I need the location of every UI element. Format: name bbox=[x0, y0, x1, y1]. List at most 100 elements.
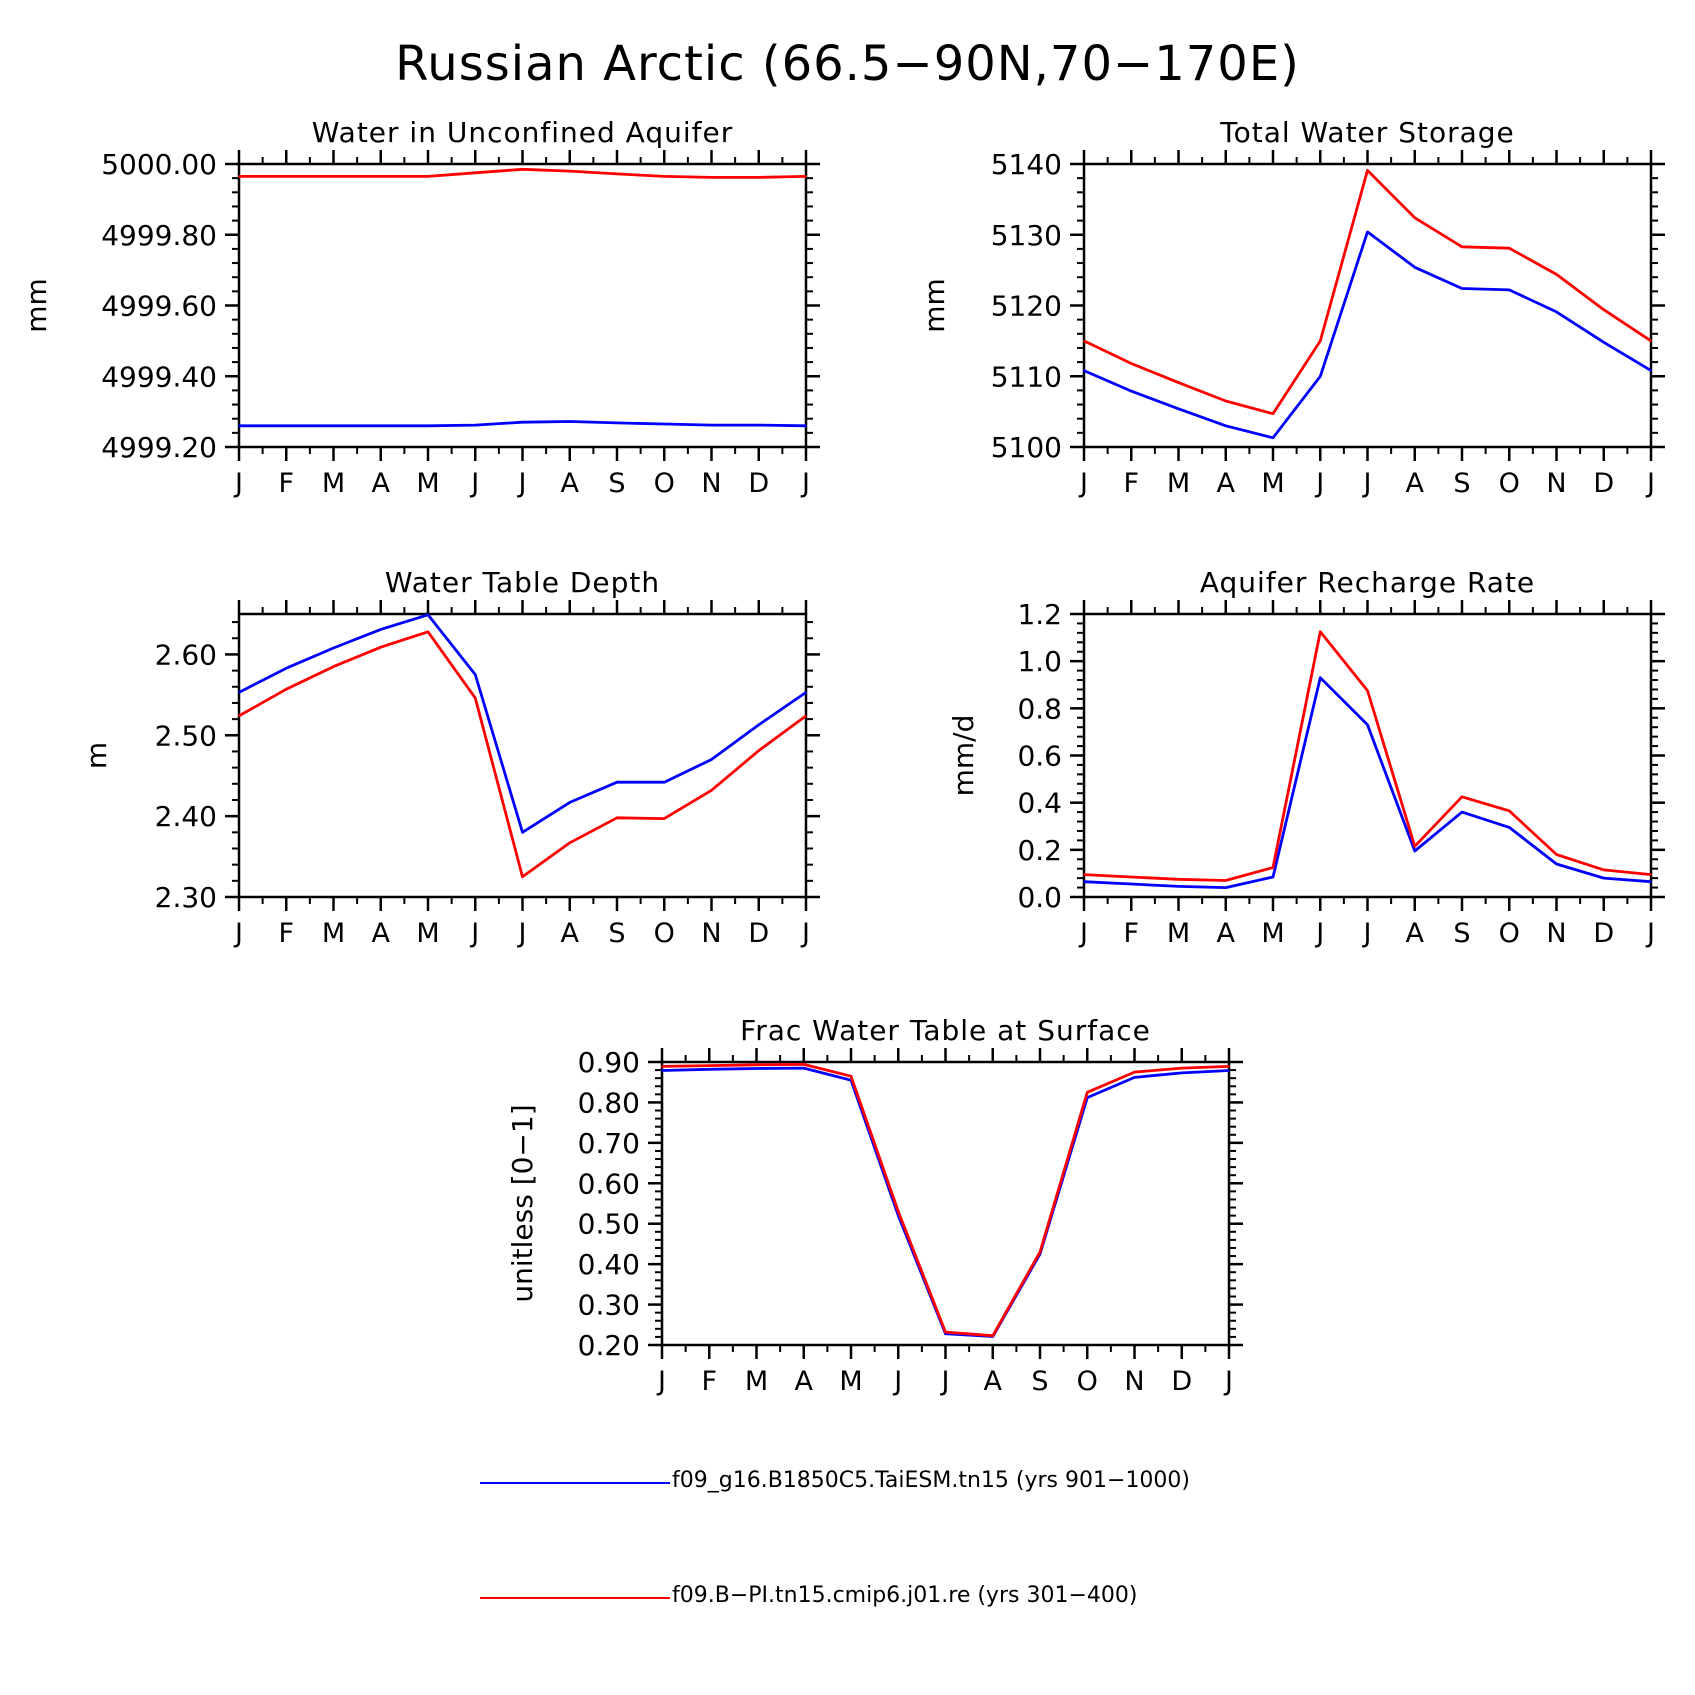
data-point-series-1 bbox=[1224, 424, 1227, 427]
data-point-series-2 bbox=[1650, 340, 1652, 342]
data-point-series-1 bbox=[285, 424, 288, 427]
x-tick-label: A bbox=[1217, 918, 1236, 949]
data-point-series-1 bbox=[661, 1069, 663, 1072]
data-point-series-1 bbox=[1228, 1069, 1230, 1072]
data-point-series-1 bbox=[1133, 1076, 1136, 1079]
x-tick-label: O bbox=[1499, 918, 1520, 949]
data-point-series-1 bbox=[427, 424, 429, 427]
data-point-series-1 bbox=[802, 1067, 805, 1069]
data-point-series-1 bbox=[1366, 724, 1369, 726]
y-tick-label: 0.20 bbox=[578, 1329, 640, 1362]
x-tick-label: J bbox=[892, 1366, 902, 1397]
data-point-series-1 bbox=[1130, 883, 1133, 885]
data-point-series-2 bbox=[757, 176, 760, 179]
data-point-series-1 bbox=[757, 424, 760, 426]
x-tick-label: N bbox=[1546, 468, 1566, 499]
x-tick-label: A bbox=[984, 1366, 1003, 1397]
data-point-series-1 bbox=[521, 831, 524, 834]
data-point-series-2 bbox=[616, 173, 618, 175]
series-line-2 bbox=[239, 167, 807, 179]
x-tick-label: O bbox=[1077, 1366, 1098, 1397]
data-point-series-2 bbox=[568, 170, 571, 172]
data-point-series-1 bbox=[332, 647, 335, 649]
x-tick-label: A bbox=[561, 918, 580, 949]
x-tick-label: N bbox=[701, 468, 721, 499]
chart-panel-5: J F M A M J J A S O N D J0.200.300.400.500.600.700.8… bbox=[506, 1014, 1243, 1397]
data-point-series-2 bbox=[991, 1334, 994, 1337]
data-point-series-2 bbox=[710, 176, 713, 179]
x-tick-label: J bbox=[1078, 918, 1088, 949]
data-point-series-1 bbox=[1413, 850, 1416, 852]
y-tick-label: 4999.20 bbox=[101, 431, 217, 464]
data-point-series-2 bbox=[1413, 216, 1416, 219]
data-point-series-1 bbox=[710, 424, 713, 426]
series-line-2 bbox=[1083, 168, 1652, 416]
x-tick-label: J bbox=[1314, 918, 1324, 949]
x-tick-label: D bbox=[748, 468, 769, 499]
data-point-series-1 bbox=[1083, 369, 1085, 372]
data-point-series-2 bbox=[802, 1063, 805, 1066]
y-tick-label: 2.40 bbox=[155, 800, 217, 833]
plot-frame bbox=[237, 162, 808, 449]
x-tick-label: O bbox=[1499, 468, 1520, 499]
x-tick-label: A bbox=[372, 918, 391, 949]
y-tick-label: 5000.00 bbox=[101, 148, 217, 181]
data-point-series-2 bbox=[1039, 1251, 1041, 1253]
y-tick-label: 2.30 bbox=[155, 881, 217, 914]
data-point-series-2 bbox=[897, 1210, 900, 1213]
data-point-series-1 bbox=[805, 691, 807, 694]
y-axis-label: mm bbox=[20, 278, 53, 333]
x-tick-label: A bbox=[1217, 468, 1236, 499]
x-tick-label: M bbox=[416, 918, 439, 949]
data-point-series-1 bbox=[1130, 390, 1133, 392]
panel-title: Total Water Storage bbox=[1219, 116, 1515, 149]
x-tick-label: F bbox=[278, 918, 294, 949]
data-point-series-1 bbox=[1413, 266, 1416, 269]
data-point-series-2 bbox=[332, 665, 335, 668]
data-point-series-2 bbox=[1650, 873, 1652, 876]
data-point-series-1 bbox=[238, 424, 240, 427]
data-point-series-2 bbox=[616, 816, 618, 819]
data-point-series-1 bbox=[1180, 1072, 1183, 1074]
data-point-series-1 bbox=[474, 424, 477, 426]
data-point-series-2 bbox=[1508, 810, 1511, 812]
legend-label-1: f09_g16.B1850C5.TaiESM.tn15 (yrs 901−100… bbox=[672, 1468, 1191, 1493]
data-point-series-2 bbox=[1319, 630, 1322, 633]
x-tick-label: J bbox=[517, 918, 527, 949]
data-point-series-1 bbox=[710, 758, 713, 761]
y-tick-label: 5110 bbox=[991, 360, 1062, 393]
x-tick-label: D bbox=[748, 918, 769, 949]
x-tick-label: N bbox=[1546, 918, 1566, 949]
plot-frame bbox=[660, 1060, 1231, 1347]
y-tick-label: 0.30 bbox=[578, 1289, 640, 1322]
data-point-series-1 bbox=[1555, 311, 1558, 313]
legend-line-2 bbox=[480, 1597, 670, 1599]
x-tick-label: S bbox=[608, 468, 625, 499]
y-tick-label: 0.60 bbox=[578, 1167, 640, 1200]
data-point-series-2 bbox=[474, 697, 477, 699]
x-tick-label: J bbox=[469, 468, 479, 499]
data-point-series-2 bbox=[1461, 245, 1463, 248]
data-point-series-2 bbox=[1083, 340, 1085, 342]
x-tick-label: J bbox=[940, 1366, 950, 1397]
y-tick-label: 5130 bbox=[991, 219, 1062, 252]
x-tick-label: M bbox=[416, 468, 439, 499]
data-point-series-1 bbox=[1319, 375, 1322, 378]
data-point-series-1 bbox=[474, 673, 477, 676]
data-point-series-2 bbox=[805, 715, 807, 717]
data-point-series-1 bbox=[1177, 885, 1180, 888]
y-tick-label: 5100 bbox=[991, 431, 1062, 464]
data-point-series-1 bbox=[285, 667, 288, 669]
data-point-series-1 bbox=[1366, 231, 1369, 233]
panel-title: Water Table Depth bbox=[385, 566, 660, 599]
series-line-1 bbox=[661, 1066, 1230, 1338]
data-point-series-1 bbox=[1602, 877, 1605, 879]
data-point-series-1 bbox=[755, 1067, 758, 1070]
data-point-series-1 bbox=[1272, 876, 1274, 878]
data-point-series-2 bbox=[1177, 381, 1180, 384]
data-point-series-2 bbox=[710, 789, 713, 792]
data-point-series-2 bbox=[1319, 340, 1322, 342]
data-point-series-1 bbox=[1555, 863, 1558, 865]
x-tick-label: M bbox=[322, 918, 345, 949]
